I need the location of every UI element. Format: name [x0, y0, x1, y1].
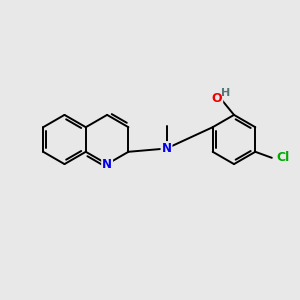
Text: Cl: Cl — [277, 151, 290, 164]
Text: N: N — [161, 142, 172, 155]
Text: O: O — [212, 92, 222, 105]
Text: H: H — [221, 88, 230, 98]
Text: N: N — [102, 158, 112, 171]
